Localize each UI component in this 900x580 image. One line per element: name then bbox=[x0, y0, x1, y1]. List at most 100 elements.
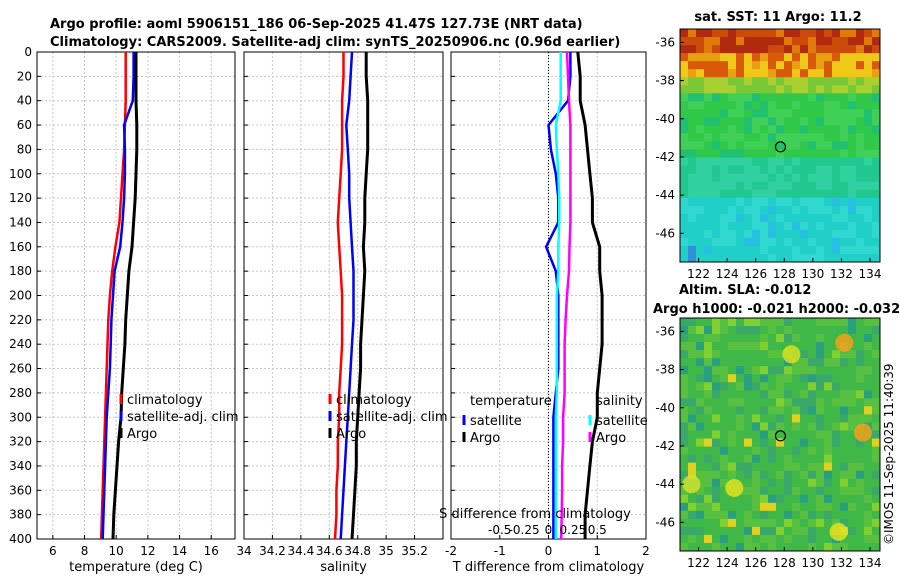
map-cell bbox=[736, 342, 745, 351]
map-cell bbox=[872, 350, 881, 359]
map-cell bbox=[784, 37, 793, 46]
map-cell bbox=[792, 526, 801, 536]
map-cell bbox=[816, 430, 825, 440]
map-cell bbox=[792, 85, 801, 94]
map-cell bbox=[768, 173, 777, 183]
map-cell bbox=[808, 125, 817, 134]
map-cell bbox=[872, 430, 881, 440]
map-cell bbox=[680, 181, 689, 191]
map-cell bbox=[704, 117, 713, 126]
map-cell bbox=[688, 165, 697, 175]
map-cell bbox=[824, 157, 833, 167]
map-cell bbox=[704, 494, 713, 504]
map-cell bbox=[832, 77, 841, 86]
map-cell bbox=[768, 518, 777, 528]
map-cell bbox=[760, 213, 769, 223]
map-cell bbox=[704, 390, 713, 399]
map-cell bbox=[680, 61, 689, 70]
map-y-tick-label: -46 bbox=[655, 515, 675, 529]
map-cell bbox=[808, 326, 817, 335]
map-cell bbox=[784, 53, 793, 62]
map-cell bbox=[776, 205, 785, 215]
map-cell bbox=[680, 165, 689, 175]
map-cell bbox=[824, 85, 833, 94]
map-cell bbox=[744, 141, 753, 151]
map-cell bbox=[832, 326, 841, 335]
map-cell bbox=[720, 366, 729, 375]
map-cell bbox=[856, 326, 865, 335]
map-cell bbox=[784, 245, 793, 255]
map-cell bbox=[736, 237, 745, 247]
map-cell bbox=[792, 454, 801, 464]
map-cell bbox=[704, 85, 713, 94]
map-cell bbox=[752, 414, 761, 423]
map-cell bbox=[856, 446, 865, 456]
map-cell bbox=[680, 77, 689, 86]
map-cell bbox=[744, 542, 753, 552]
map-cell bbox=[784, 213, 793, 223]
map-cell bbox=[864, 29, 873, 38]
map-cell bbox=[856, 125, 865, 134]
map-cell bbox=[824, 438, 833, 448]
map-cell bbox=[680, 149, 689, 159]
map-cell bbox=[752, 462, 761, 472]
map-cell bbox=[816, 245, 825, 255]
map-cell bbox=[872, 366, 881, 375]
map-cell bbox=[824, 398, 833, 407]
legend-label: Argo bbox=[127, 427, 157, 442]
map-cell bbox=[832, 374, 841, 383]
map-cell bbox=[680, 69, 689, 78]
map-cell bbox=[752, 438, 761, 448]
map-cell bbox=[840, 205, 849, 215]
map-cell bbox=[832, 189, 841, 199]
map-cell bbox=[712, 438, 721, 448]
map-cell bbox=[744, 237, 753, 247]
map-cell bbox=[752, 422, 761, 431]
map-cell bbox=[744, 85, 753, 94]
map-cell bbox=[800, 510, 809, 520]
map-cell bbox=[800, 101, 809, 110]
map-cell bbox=[696, 101, 705, 110]
map-cell bbox=[784, 221, 793, 231]
map-cell bbox=[800, 245, 809, 255]
map-cell bbox=[704, 502, 713, 512]
map-cell bbox=[728, 221, 737, 231]
map-cell bbox=[872, 77, 881, 86]
map-y-tick-label: -36 bbox=[655, 35, 675, 49]
map-cell bbox=[760, 406, 769, 415]
map-cell bbox=[800, 462, 809, 472]
map-cell bbox=[864, 382, 873, 391]
profile-plots: 6 8 10 12 14 16020406080100120140160180200220… bbox=[9, 45, 650, 575]
map-cell bbox=[808, 478, 817, 488]
map-cell bbox=[792, 342, 801, 351]
map-cell bbox=[792, 93, 801, 102]
map-cell bbox=[824, 518, 833, 528]
map-cell bbox=[688, 462, 697, 472]
map-cell bbox=[696, 542, 705, 552]
map-cell bbox=[704, 342, 713, 351]
map-cell bbox=[712, 454, 721, 464]
map-cell bbox=[688, 510, 697, 520]
map-cell bbox=[816, 390, 825, 399]
map-cell bbox=[824, 358, 833, 367]
map-cell bbox=[792, 125, 801, 134]
map-cell bbox=[840, 53, 849, 62]
map-cell bbox=[856, 173, 865, 183]
map-cell bbox=[848, 213, 857, 223]
map-cell bbox=[712, 189, 721, 199]
map-cell bbox=[728, 414, 737, 423]
map-cell bbox=[832, 173, 841, 183]
map-cell bbox=[816, 45, 825, 54]
map-cell bbox=[720, 350, 729, 359]
map-cell bbox=[832, 494, 841, 504]
map-cell bbox=[872, 109, 881, 118]
map-cell bbox=[808, 197, 817, 207]
map-cell bbox=[712, 414, 721, 423]
map-cell bbox=[824, 318, 833, 327]
map-cell bbox=[680, 366, 689, 375]
series-line-satellite-adj-clim bbox=[339, 51, 355, 540]
map-cell bbox=[824, 326, 833, 335]
map-cell bbox=[872, 85, 881, 94]
map-y-tick-label: -42 bbox=[655, 150, 675, 164]
map-cell bbox=[824, 414, 833, 423]
